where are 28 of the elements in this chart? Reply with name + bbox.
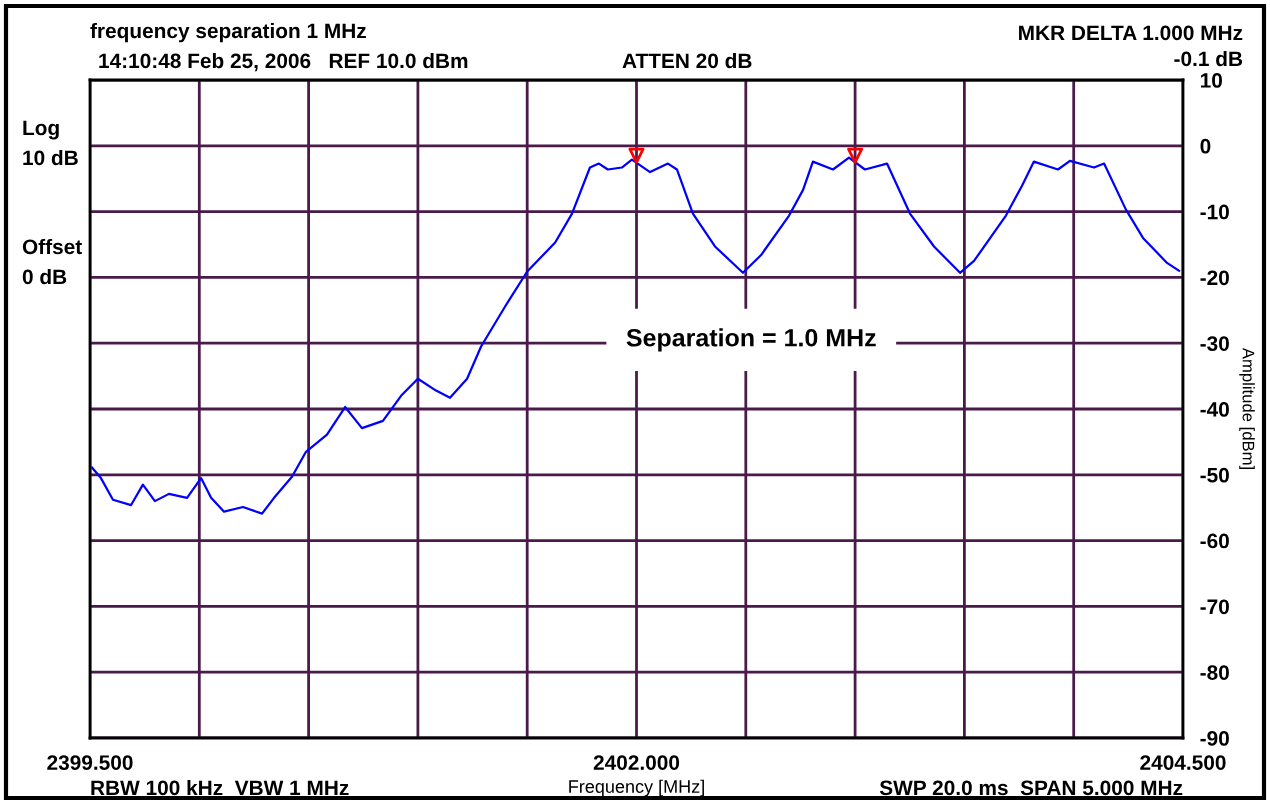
y-axis-title: Amplitude [dBm] [1239, 347, 1255, 469]
y-tick-label: 0 [1200, 138, 1211, 154]
y-tick-label: 10 [1200, 73, 1222, 88]
y-tick-label: -30 [1200, 336, 1229, 351]
text: -0.1 dB [1174, 50, 1243, 67]
x-tick-label: 2402.000 [593, 755, 680, 770]
y-tick-label: -20 [1200, 270, 1229, 286]
text: RBW 100 kHz VBW 1 MHz [91, 779, 349, 796]
text: MKR DELTA 1.000 MHz [1019, 25, 1243, 41]
y-tick-label: -70 [1200, 599, 1229, 615]
text: 0 dB [22, 268, 67, 285]
y-tick-label: -50 [1200, 467, 1229, 483]
chart-subtitle: 14:10:48 Feb 25, 2006 REF 10.0 dBm [99, 52, 468, 72]
y-tick-label: -10 [1200, 204, 1229, 220]
text: SWP 20.0 ms SPAN 5.000 MHz [879, 780, 1183, 796]
x-tick-label: 2399.500 [47, 755, 133, 770]
annotation: Separation = 1.0 MHz [626, 328, 876, 352]
x-tick-label: 2404.500 [1140, 755, 1226, 770]
x-axis-title: Frequency [MHz] [569, 779, 704, 797]
y-tick-label: -60 [1200, 533, 1229, 549]
y-tick-label: -90 [1200, 731, 1229, 746]
y-tick-label: -40 [1200, 402, 1229, 417]
y-tick-label: -80 [1200, 665, 1229, 680]
text: Offset [22, 238, 82, 255]
chart-title: frequency separation 1 MHz [90, 22, 366, 43]
text: 10 dB [23, 149, 78, 166]
text: Log [23, 120, 59, 140]
text: ATTEN 20 dB [622, 52, 752, 69]
